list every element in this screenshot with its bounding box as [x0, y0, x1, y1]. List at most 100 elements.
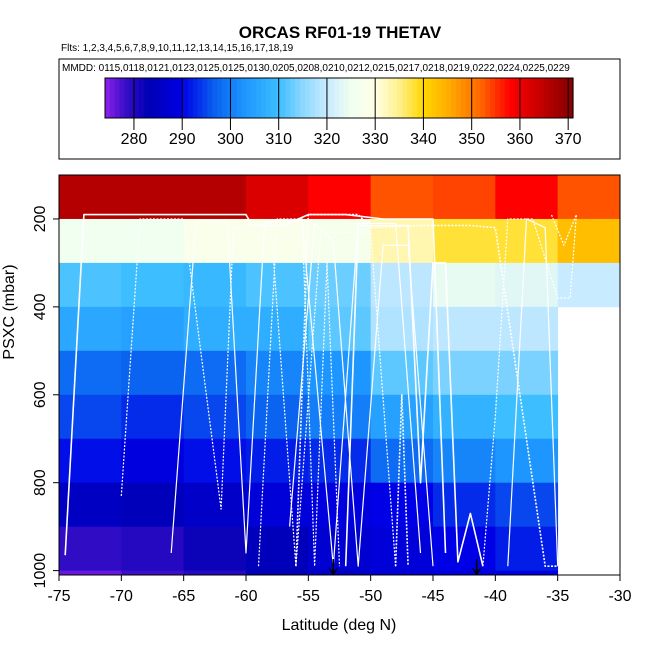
colorbar-swatch: [519, 78, 525, 118]
colorbar-swatch: [105, 78, 111, 118]
colorbar-swatch: [490, 78, 496, 118]
heatmap-cell: [308, 218, 372, 264]
heatmap-cell: [495, 175, 559, 220]
y-tick-label: 400: [32, 293, 49, 320]
heatmap-cell: [183, 306, 247, 352]
x-tick-label: -65: [172, 588, 195, 605]
heatmap-cell: [59, 218, 122, 264]
colorbar-swatch: [256, 78, 262, 118]
plot-area: [58, 174, 621, 576]
colorbar-swatch: [226, 78, 233, 118]
colorbar-tick-label: 340: [410, 131, 437, 148]
colorbar-swatch: [553, 78, 559, 118]
colorbar-swatch: [290, 78, 296, 118]
heatmap-cell: [370, 482, 434, 528]
colorbar-swatch: [153, 78, 160, 118]
colorbar-swatch: [183, 78, 189, 118]
heatmap-cell: [59, 350, 122, 396]
colorbar-swatch: [139, 78, 145, 118]
colorbar-swatch: [187, 78, 194, 118]
heatmap-cell: [246, 526, 309, 572]
heatmap-cell: [183, 175, 247, 220]
colorbar-swatch: [207, 78, 213, 118]
heatmap-cell: [246, 175, 309, 220]
colorbar-swatch: [109, 78, 116, 118]
colorbar-swatch: [309, 78, 316, 118]
heatmap-cell: [495, 526, 559, 572]
heatmap-cell: [246, 306, 309, 352]
colorbar-swatch: [212, 78, 218, 118]
heatmap-cell: [59, 526, 122, 572]
heatmap-cell: [308, 394, 372, 440]
colorbar-swatch: [504, 78, 511, 118]
colorbar-swatch: [480, 78, 486, 118]
colorbar-swatch: [114, 78, 121, 118]
colorbar-swatch: [178, 78, 184, 118]
heatmap-cell: [121, 394, 185, 440]
flight-track: [295, 213, 558, 568]
heatmap-cell: [433, 218, 496, 264]
heatmap-cell: [59, 175, 122, 220]
flight-track: [289, 222, 434, 567]
heatmap-cell: [308, 262, 372, 308]
heatmap-cell: [59, 262, 122, 308]
colorbar-tick-label: 330: [362, 131, 389, 148]
heatmap-cell: [433, 262, 496, 308]
heatmap-cell: [370, 175, 434, 220]
x-tick-label: -45: [421, 588, 444, 605]
heatmap-cell: [246, 262, 309, 308]
colorbar-swatch: [563, 78, 569, 118]
colorbar-swatch: [460, 78, 467, 118]
heatmap-cell: [495, 570, 559, 576]
flight-track: [507, 218, 559, 567]
colorbar-swatch: [329, 78, 335, 118]
colorbar-swatch: [382, 78, 389, 118]
colorbar-swatch: [202, 78, 208, 118]
marker-arrows: [328, 559, 482, 576]
colorbar-swatch: [197, 78, 204, 118]
colorbar-swatch: [168, 78, 174, 118]
colorbar-swatch: [402, 78, 408, 118]
flights-caption: Flts: 1,2,3,4,5,6,7,8,9,10,11,12,13,14,1…: [61, 43, 294, 54]
colorbar-swatch: [124, 78, 130, 118]
colorbar-swatch: [144, 78, 150, 118]
dates-caption: MMDD: 0115,0118,0121,0123,0125,0125,0130…: [62, 63, 570, 74]
colorbar-swatch: [407, 78, 413, 118]
flight-track: [394, 393, 409, 567]
heatmap-cell: [433, 526, 496, 572]
colorbar-swatch: [285, 78, 291, 118]
colorbar-swatch: [456, 78, 462, 118]
colorbar-swatch: [509, 78, 516, 118]
colorbar-swatch: [246, 78, 252, 118]
colorbar-swatch: [339, 78, 345, 118]
heatmap-cell: [121, 218, 185, 264]
heatmap-cell: [59, 570, 122, 576]
x-axis-title: Latitude (deg N): [282, 617, 397, 634]
colorbar-swatch: [534, 78, 540, 118]
colorbar-swatch: [529, 78, 535, 118]
y-tick-label: 200: [32, 206, 49, 233]
colorbar-tick-label: 310: [265, 131, 292, 148]
heatmap-cell: [433, 350, 496, 396]
colorbar-swatch: [222, 78, 228, 118]
colorbar-swatch: [426, 78, 433, 118]
heatmap-cell: [121, 526, 185, 572]
colorbar-swatch: [295, 78, 301, 118]
colorbar-swatch: [568, 78, 574, 118]
heatmap-cell: [370, 526, 434, 572]
colorbar-panel: MMDD: 0115,0118,0121,0123,0125,0125,0130…: [58, 58, 621, 160]
colorbar-swatch: [363, 78, 369, 118]
y-tick-label: 600: [32, 381, 49, 408]
colorbar-swatch: [314, 78, 321, 118]
x-axis: -75 -70 -65 -60 -55 -50 -45 -40 -35 -30: [47, 574, 632, 605]
heatmap-cell: [183, 526, 247, 572]
heatmap-cell: [308, 526, 372, 572]
colorbar-swatch: [524, 78, 530, 118]
colorbar-swatch: [446, 78, 452, 118]
colorbar-swatch: [280, 78, 286, 118]
colorbar-swatch: [514, 78, 520, 118]
colorbar-swatch: [495, 78, 501, 118]
heatmap-cell: [308, 570, 372, 576]
colorbar-swatch: [548, 78, 555, 118]
y-tick-label: 800: [32, 469, 49, 496]
